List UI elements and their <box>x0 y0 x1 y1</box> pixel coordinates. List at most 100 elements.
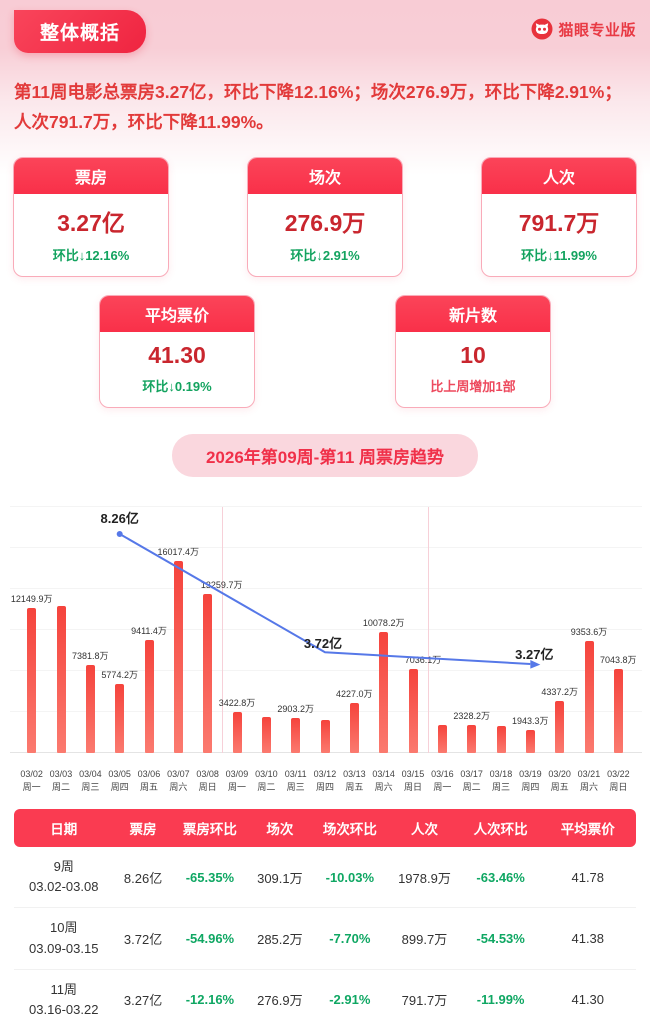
stat-card-value: 10 <box>460 342 486 369</box>
x-axis-date: 03/15 <box>401 769 425 779</box>
chart-bar <box>85 664 95 754</box>
bar-value-label: 16017.4万 <box>157 547 200 558</box>
stat-card-note: 比上周增加1部 <box>430 379 516 395</box>
table-row: 9周 03.02-03.08 8.26亿 -65.35% 309.1万 -10.03% 19… <box>14 847 636 909</box>
x-axis-label: 03/08 周日 <box>193 768 222 793</box>
table-cell: 309.1万 <box>247 847 313 909</box>
chart-bar <box>613 668 623 754</box>
trend-line-label: 3.72亿 <box>303 636 343 652</box>
maoyan-cat-logo-icon <box>531 18 553 40</box>
x-axis-label: 03/20 周五 <box>545 768 574 793</box>
table-cell: -63.46% <box>461 847 540 909</box>
chart-bar <box>584 641 594 754</box>
x-axis-weekday: 周五 <box>345 781 364 792</box>
chart-bar <box>437 725 447 754</box>
x-axis-weekday: 周日 <box>403 781 422 792</box>
x-axis-weekday: 周二 <box>462 781 481 792</box>
stat-card-value: 41.30 <box>148 342 206 369</box>
x-axis-label: 03/18 周三 <box>486 768 515 793</box>
x-axis-date: 03/18 <box>489 769 513 779</box>
stat-card-value: 276.9万 <box>284 210 366 237</box>
table-cell: -12.16% <box>172 969 248 1024</box>
table-header-cell: 票房 <box>113 809 173 848</box>
table-header-cell: 场次环比 <box>312 809 388 848</box>
x-axis-weekday: 周日 <box>609 781 628 792</box>
stat-card-wow: 环比↓12.16% <box>52 248 130 264</box>
x-axis-date: 03/05 <box>108 769 131 779</box>
x-axis-date: 03/20 <box>548 769 571 779</box>
chart-bar <box>496 726 506 754</box>
chart-title-wrap: 2026年第09周-第11 周票房趋势 <box>0 434 650 478</box>
x-axis-date: 03/22 <box>607 769 630 779</box>
x-axis-label: 03/05 周四 <box>105 768 134 793</box>
trend-line <box>0 501 650 758</box>
week-separator-line <box>427 507 429 754</box>
bar-value-label: 9353.6万 <box>570 627 608 638</box>
x-axis-weekday: 周六 <box>579 781 598 792</box>
table-cell-period: 10周 03.09-03.15 <box>14 907 114 970</box>
x-axis-label: 03/02 周一 <box>17 768 46 793</box>
chart-bar <box>408 668 418 754</box>
table-cell: -65.35% <box>172 847 248 909</box>
x-axis-date: 03/11 <box>284 769 307 779</box>
table-header-cell: 平均票价 <box>539 809 636 848</box>
bar-value-label: 2903.2万 <box>277 704 314 715</box>
chart-bar <box>467 725 477 754</box>
x-axis-label: 03/21 周六 <box>574 768 603 793</box>
chart-bar <box>555 701 565 754</box>
chart-gridline <box>10 588 642 590</box>
x-axis-date: 03/14 <box>372 769 395 779</box>
x-axis-date: 03/02 <box>20 769 43 779</box>
x-axis-weekday: 周一 <box>433 781 452 792</box>
chart-gridline <box>10 506 642 508</box>
section-badge: 整体概括 <box>14 10 147 53</box>
chart-gridline <box>10 670 642 672</box>
x-axis-weekday: 周一 <box>227 781 246 792</box>
stat-card-value: 791.7万 <box>518 210 600 237</box>
chart-bar <box>261 716 271 754</box>
table-header-cell: 场次 <box>247 809 313 848</box>
x-axis-label: 03/14 周六 <box>369 768 398 793</box>
x-axis-label: 03/17 周二 <box>457 768 486 793</box>
table-header-cell: 日期 <box>14 809 114 848</box>
x-axis-weekday: 周二 <box>51 781 70 792</box>
x-axis-date: 03/03 <box>49 769 73 779</box>
stat-card-title: 票房 <box>14 158 168 195</box>
stat-card-title: 人次 <box>482 158 636 195</box>
stat-card-title: 平均票价 <box>100 296 254 333</box>
stat-card-value: 3.27亿 <box>57 210 125 237</box>
table-cell: 791.7万 <box>387 969 462 1024</box>
table-cell: 285.2万 <box>247 907 313 970</box>
x-axis-label: 03/19 周四 <box>516 768 545 793</box>
bar-value-label: 2328.2万 <box>453 711 490 722</box>
table-cell: 3.27亿 <box>113 969 173 1024</box>
table-header-cell: 人次环比 <box>461 809 540 848</box>
stat-card-new-films: 新片数 10 比上周增加1部 <box>395 295 551 409</box>
x-axis-date: 03/04 <box>79 769 102 779</box>
bar-value-label: 3422.8万 <box>218 698 256 709</box>
x-axis-date: 03/08 <box>196 769 219 779</box>
x-axis-date: 03/12 <box>313 769 337 779</box>
x-axis-label: 03/07 周六 <box>164 768 193 793</box>
table-header-cell: 票房环比 <box>172 809 248 848</box>
x-axis-date: 03/09 <box>225 769 249 779</box>
trend-line-label: 3.27亿 <box>515 647 554 663</box>
chart-bar <box>320 719 330 754</box>
brand: 猫眼专业版 <box>531 18 636 40</box>
chart-bar <box>173 561 183 754</box>
week-range: 03.09-03.15 <box>29 940 99 956</box>
table-cell: 3.72亿 <box>113 907 173 970</box>
x-axis-label: 03/04 周三 <box>76 768 105 793</box>
x-axis-date: 03/19 <box>519 769 542 779</box>
x-axis-weekday: 周一 <box>22 781 41 792</box>
table-cell: -10.03% <box>312 847 388 909</box>
week-separator-line <box>222 507 224 754</box>
table-cell: 41.38 <box>539 907 636 970</box>
x-axis-weekday: 周四 <box>521 781 540 792</box>
stat-card-boxoffice: 票房 3.27亿 环比↓12.16% <box>13 157 169 278</box>
chart-bar <box>379 632 389 754</box>
bar-value-label: 7036.1万 <box>404 654 442 665</box>
x-axis-weekday: 周四 <box>315 781 334 792</box>
boxoffice-trend-chart: 12149.9万 03/02 周一 03/03 周二 7381.8万 03/04 周三 5774… <box>0 501 650 795</box>
